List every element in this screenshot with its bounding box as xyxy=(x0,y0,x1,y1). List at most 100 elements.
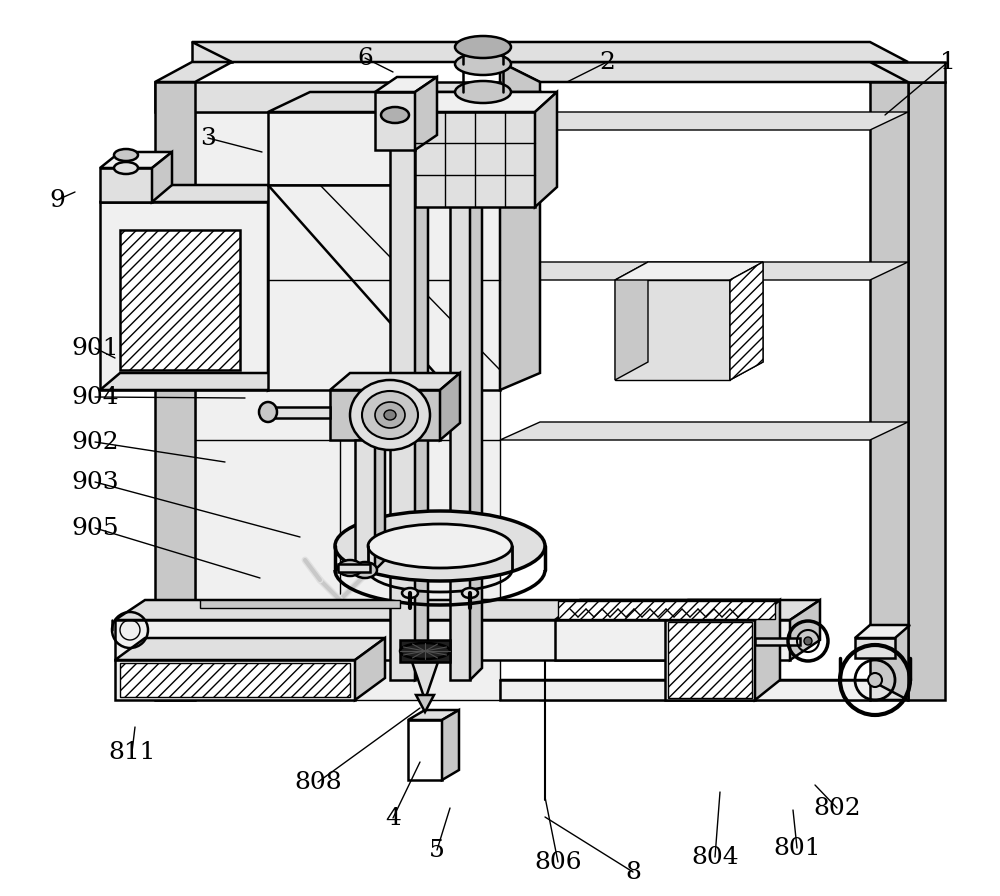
Polygon shape xyxy=(615,262,763,280)
Ellipse shape xyxy=(868,673,882,687)
Text: 903: 903 xyxy=(71,470,119,494)
Ellipse shape xyxy=(400,643,450,659)
Polygon shape xyxy=(100,373,288,390)
Polygon shape xyxy=(120,230,240,370)
Polygon shape xyxy=(195,112,500,700)
Polygon shape xyxy=(500,112,908,130)
Polygon shape xyxy=(416,695,434,712)
Text: 5: 5 xyxy=(429,839,445,861)
Polygon shape xyxy=(500,112,540,130)
Polygon shape xyxy=(415,77,437,150)
Polygon shape xyxy=(668,622,752,698)
Ellipse shape xyxy=(353,562,377,578)
Polygon shape xyxy=(375,77,437,92)
Ellipse shape xyxy=(368,524,512,568)
Text: 808: 808 xyxy=(294,771,342,794)
Ellipse shape xyxy=(362,391,418,439)
Text: 801: 801 xyxy=(773,837,821,859)
Polygon shape xyxy=(355,440,375,570)
Polygon shape xyxy=(470,102,482,680)
Polygon shape xyxy=(100,168,152,202)
Ellipse shape xyxy=(114,162,138,174)
Polygon shape xyxy=(375,430,385,570)
Polygon shape xyxy=(558,601,775,619)
Polygon shape xyxy=(100,185,288,202)
Ellipse shape xyxy=(335,511,545,581)
Polygon shape xyxy=(555,600,780,620)
Polygon shape xyxy=(615,280,730,380)
Polygon shape xyxy=(450,112,470,680)
Polygon shape xyxy=(500,422,908,440)
Polygon shape xyxy=(500,92,540,185)
Text: 9: 9 xyxy=(49,188,65,211)
Text: 902: 902 xyxy=(71,430,119,453)
Ellipse shape xyxy=(402,588,418,598)
Polygon shape xyxy=(500,680,870,700)
Polygon shape xyxy=(115,638,385,660)
Polygon shape xyxy=(155,82,500,112)
Text: 3: 3 xyxy=(200,126,216,150)
Polygon shape xyxy=(192,42,908,62)
Polygon shape xyxy=(268,185,500,390)
Polygon shape xyxy=(355,638,385,700)
Text: 806: 806 xyxy=(534,850,582,874)
Polygon shape xyxy=(790,600,820,660)
Polygon shape xyxy=(755,600,780,700)
Polygon shape xyxy=(500,680,908,700)
Ellipse shape xyxy=(462,588,478,598)
Text: 901: 901 xyxy=(71,337,119,359)
Polygon shape xyxy=(500,168,540,390)
Polygon shape xyxy=(268,92,540,112)
Ellipse shape xyxy=(375,402,405,428)
Polygon shape xyxy=(390,92,415,680)
Ellipse shape xyxy=(338,560,362,576)
Text: 804: 804 xyxy=(691,846,739,868)
Polygon shape xyxy=(855,625,910,638)
Polygon shape xyxy=(500,262,540,280)
Text: 2: 2 xyxy=(599,50,615,73)
Text: 904: 904 xyxy=(71,385,119,409)
Polygon shape xyxy=(535,92,557,207)
Text: 4: 4 xyxy=(385,806,401,830)
Text: 802: 802 xyxy=(813,797,861,820)
Polygon shape xyxy=(555,620,755,660)
Polygon shape xyxy=(500,62,908,82)
Polygon shape xyxy=(155,62,232,82)
Ellipse shape xyxy=(804,637,812,645)
Polygon shape xyxy=(200,600,400,608)
Polygon shape xyxy=(115,600,820,620)
Polygon shape xyxy=(400,640,450,662)
Polygon shape xyxy=(100,202,268,390)
Polygon shape xyxy=(115,620,790,660)
Polygon shape xyxy=(115,660,355,700)
Text: 811: 811 xyxy=(108,740,156,763)
Polygon shape xyxy=(330,373,460,390)
Polygon shape xyxy=(440,373,460,440)
Polygon shape xyxy=(415,112,535,207)
Polygon shape xyxy=(268,185,288,390)
Polygon shape xyxy=(908,82,945,700)
Polygon shape xyxy=(665,620,755,700)
Polygon shape xyxy=(730,262,763,380)
Polygon shape xyxy=(268,407,330,418)
Ellipse shape xyxy=(114,149,138,161)
Polygon shape xyxy=(870,82,908,700)
Ellipse shape xyxy=(455,53,511,75)
Polygon shape xyxy=(100,152,172,168)
Ellipse shape xyxy=(350,380,430,450)
Polygon shape xyxy=(192,42,232,62)
Polygon shape xyxy=(415,82,428,680)
Polygon shape xyxy=(615,262,648,380)
Text: 1: 1 xyxy=(940,50,956,73)
Polygon shape xyxy=(442,710,459,780)
Polygon shape xyxy=(870,62,945,82)
Ellipse shape xyxy=(455,81,511,103)
Polygon shape xyxy=(375,92,415,150)
Polygon shape xyxy=(408,720,442,780)
Polygon shape xyxy=(415,92,557,112)
Polygon shape xyxy=(500,262,908,280)
Ellipse shape xyxy=(384,410,396,420)
Polygon shape xyxy=(665,600,780,620)
Polygon shape xyxy=(855,638,895,658)
Polygon shape xyxy=(155,82,195,700)
